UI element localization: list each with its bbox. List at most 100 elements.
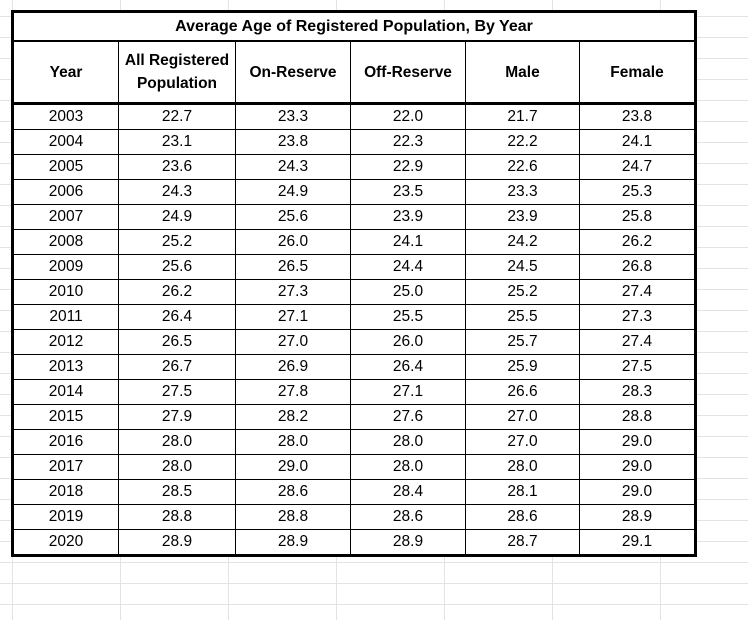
table-title[interactable]: Average Age of Registered Population, By… — [12, 11, 696, 42]
cell-male[interactable]: 28.7 — [465, 529, 580, 556]
cell-year[interactable]: 2017 — [12, 454, 119, 480]
cell-female[interactable]: 26.2 — [579, 229, 696, 255]
cell-all-registered[interactable]: 28.0 — [118, 429, 236, 455]
cell-year[interactable]: 2016 — [12, 429, 119, 455]
cell-female[interactable]: 29.0 — [579, 479, 696, 505]
cell-all-registered[interactable]: 28.9 — [118, 529, 236, 556]
cell-off-reserve[interactable]: 23.9 — [350, 204, 466, 230]
cell-female[interactable]: 23.8 — [579, 103, 696, 130]
cell-off-reserve[interactable]: 28.0 — [350, 429, 466, 455]
cell-year[interactable]: 2007 — [12, 204, 119, 230]
cell-female[interactable]: 28.8 — [579, 404, 696, 430]
cell-year[interactable]: 2018 — [12, 479, 119, 505]
cell-female[interactable]: 27.4 — [579, 279, 696, 305]
cell-on-reserve[interactable]: 28.6 — [235, 479, 351, 505]
cell-on-reserve[interactable]: 28.0 — [235, 429, 351, 455]
cell-male[interactable]: 22.6 — [465, 154, 580, 180]
cell-on-reserve[interactable]: 27.8 — [235, 379, 351, 405]
cell-female[interactable]: 28.3 — [579, 379, 696, 405]
cell-year[interactable]: 2014 — [12, 379, 119, 405]
cell-all-registered[interactable]: 24.3 — [118, 179, 236, 205]
cell-off-reserve[interactable]: 24.1 — [350, 229, 466, 255]
cell-off-reserve[interactable]: 28.6 — [350, 504, 466, 530]
cell-all-registered[interactable]: 26.2 — [118, 279, 236, 305]
cell-off-reserve[interactable]: 25.0 — [350, 279, 466, 305]
cell-year[interactable]: 2020 — [12, 529, 119, 556]
header-female[interactable]: Female — [579, 40, 696, 105]
cell-year[interactable]: 2006 — [12, 179, 119, 205]
cell-male[interactable]: 21.7 — [465, 103, 580, 130]
cell-female[interactable]: 27.3 — [579, 304, 696, 330]
cell-female[interactable]: 27.4 — [579, 329, 696, 355]
cell-year[interactable]: 2004 — [12, 129, 119, 155]
cell-female[interactable]: 24.7 — [579, 154, 696, 180]
cell-all-registered[interactable]: 27.5 — [118, 379, 236, 405]
cell-all-registered[interactable]: 22.7 — [118, 103, 236, 130]
cell-on-reserve[interactable]: 23.3 — [235, 103, 351, 130]
cell-male[interactable]: 25.9 — [465, 354, 580, 380]
cell-off-reserve[interactable]: 22.0 — [350, 103, 466, 130]
cell-year[interactable]: 2005 — [12, 154, 119, 180]
cell-off-reserve[interactable]: 27.6 — [350, 404, 466, 430]
cell-female[interactable]: 26.8 — [579, 254, 696, 280]
cell-male[interactable]: 27.0 — [465, 429, 580, 455]
cell-year[interactable]: 2011 — [12, 304, 119, 330]
header-all-registered-population[interactable]: All Registered Population — [118, 40, 236, 105]
cell-male[interactable]: 25.7 — [465, 329, 580, 355]
cell-all-registered[interactable]: 28.5 — [118, 479, 236, 505]
cell-female[interactable]: 29.0 — [579, 454, 696, 480]
cell-male[interactable]: 22.2 — [465, 129, 580, 155]
cell-year[interactable]: 2013 — [12, 354, 119, 380]
cell-off-reserve[interactable]: 26.4 — [350, 354, 466, 380]
cell-on-reserve[interactable]: 26.5 — [235, 254, 351, 280]
cell-all-registered[interactable]: 27.9 — [118, 404, 236, 430]
cell-female[interactable]: 29.0 — [579, 429, 696, 455]
cell-on-reserve[interactable]: 27.3 — [235, 279, 351, 305]
cell-all-registered[interactable]: 28.0 — [118, 454, 236, 480]
cell-all-registered[interactable]: 25.6 — [118, 254, 236, 280]
cell-year[interactable]: 2012 — [12, 329, 119, 355]
cell-female[interactable]: 25.8 — [579, 204, 696, 230]
cell-male[interactable]: 25.2 — [465, 279, 580, 305]
cell-female[interactable]: 25.3 — [579, 179, 696, 205]
cell-off-reserve[interactable]: 27.1 — [350, 379, 466, 405]
cell-all-registered[interactable]: 23.1 — [118, 129, 236, 155]
cell-all-registered[interactable]: 25.2 — [118, 229, 236, 255]
cell-on-reserve[interactable]: 28.9 — [235, 529, 351, 556]
cell-off-reserve[interactable]: 28.9 — [350, 529, 466, 556]
cell-off-reserve[interactable]: 24.4 — [350, 254, 466, 280]
cell-male[interactable]: 25.5 — [465, 304, 580, 330]
cell-off-reserve[interactable]: 22.3 — [350, 129, 466, 155]
cell-on-reserve[interactable]: 24.3 — [235, 154, 351, 180]
cell-female[interactable]: 28.9 — [579, 504, 696, 530]
cell-year[interactable]: 2015 — [12, 404, 119, 430]
cell-all-registered[interactable]: 26.7 — [118, 354, 236, 380]
cell-off-reserve[interactable]: 23.5 — [350, 179, 466, 205]
cell-year[interactable]: 2008 — [12, 229, 119, 255]
cell-male[interactable]: 28.0 — [465, 454, 580, 480]
cell-male[interactable]: 26.6 — [465, 379, 580, 405]
cell-all-registered[interactable]: 24.9 — [118, 204, 236, 230]
cell-male[interactable]: 23.3 — [465, 179, 580, 205]
cell-on-reserve[interactable]: 23.8 — [235, 129, 351, 155]
cell-off-reserve[interactable]: 25.5 — [350, 304, 466, 330]
cell-off-reserve[interactable]: 28.4 — [350, 479, 466, 505]
cell-on-reserve[interactable]: 26.0 — [235, 229, 351, 255]
cell-on-reserve[interactable]: 28.8 — [235, 504, 351, 530]
cell-year[interactable]: 2009 — [12, 254, 119, 280]
cell-female[interactable]: 27.5 — [579, 354, 696, 380]
header-off-reserve[interactable]: Off-Reserve — [350, 40, 466, 105]
cell-male[interactable]: 28.1 — [465, 479, 580, 505]
cell-off-reserve[interactable]: 26.0 — [350, 329, 466, 355]
header-on-reserve[interactable]: On-Reserve — [235, 40, 351, 105]
cell-on-reserve[interactable]: 29.0 — [235, 454, 351, 480]
header-year[interactable]: Year — [12, 40, 119, 105]
cell-all-registered[interactable]: 26.4 — [118, 304, 236, 330]
cell-on-reserve[interactable]: 25.6 — [235, 204, 351, 230]
cell-all-registered[interactable]: 26.5 — [118, 329, 236, 355]
cell-female[interactable]: 29.1 — [579, 529, 696, 556]
cell-all-registered[interactable]: 23.6 — [118, 154, 236, 180]
cell-on-reserve[interactable]: 24.9 — [235, 179, 351, 205]
cell-female[interactable]: 24.1 — [579, 129, 696, 155]
cell-on-reserve[interactable]: 28.2 — [235, 404, 351, 430]
